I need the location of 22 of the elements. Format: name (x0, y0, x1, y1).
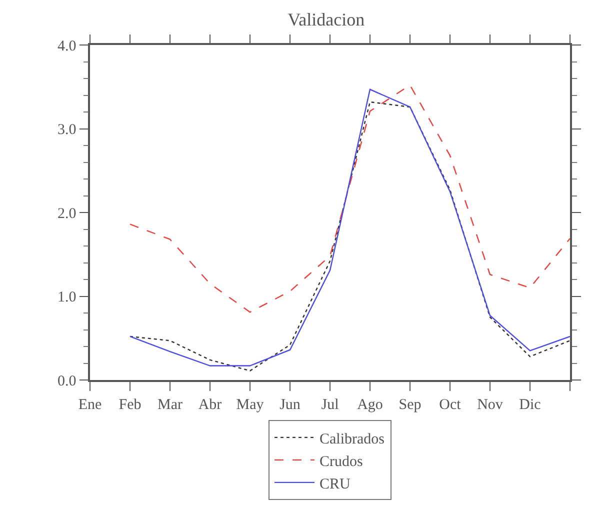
x-tick-label: Jun (280, 396, 301, 413)
x-tick-label: Dic (519, 396, 542, 413)
x-tick-label: Oct (439, 396, 462, 413)
x-tick-label: Abr (198, 396, 222, 413)
y-tick-label: 0.0 (58, 373, 76, 390)
y-tick-label: 1.0 (58, 290, 76, 306)
y-tick-label: 2.0 (58, 206, 76, 222)
x-tick-label: Feb (118, 396, 142, 413)
legend-label: Crudos (320, 454, 363, 470)
x-tick-label: Nov (477, 396, 504, 413)
x-tick-label: Sep (398, 396, 422, 413)
x-tick-label: Ene (78, 396, 102, 413)
legend-label: Calibrados (320, 431, 385, 448)
x-tick-label: Jul (321, 396, 339, 413)
x-tick-label: May (236, 396, 264, 413)
y-tick-label: 4.0 (58, 38, 76, 54)
chart-title: Validacion (288, 9, 365, 30)
y-tick-label: 3.0 (58, 122, 76, 138)
legend-label: CRU (320, 476, 351, 492)
line-series (129, 84, 570, 313)
x-tick-label: Ago (357, 396, 383, 413)
x-tick-label: Mar (158, 396, 182, 413)
